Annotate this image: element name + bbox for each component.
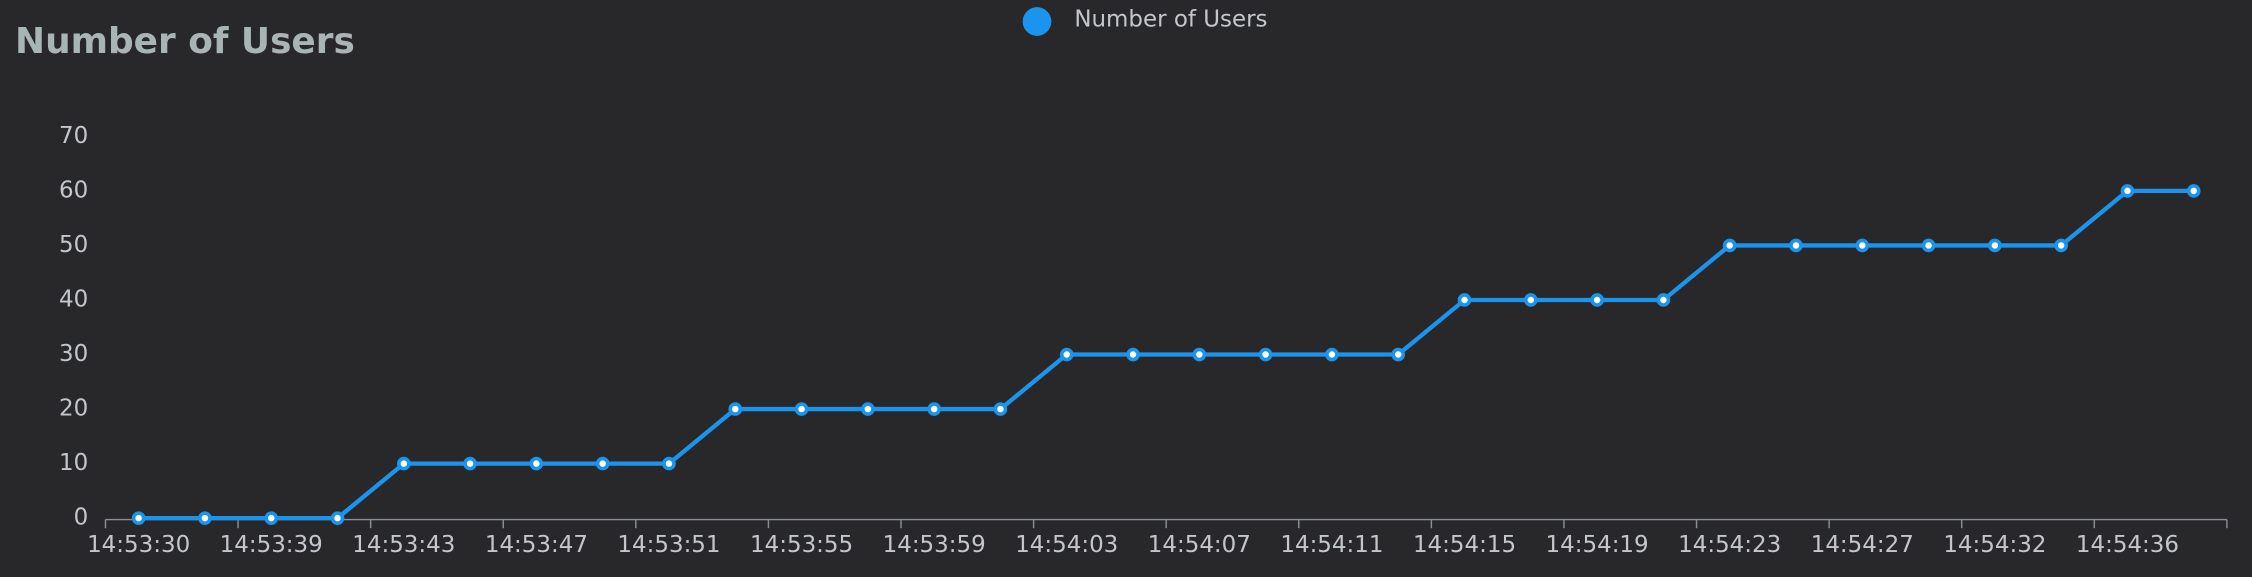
data-point — [529, 456, 544, 471]
data-point — [1126, 347, 1140, 362]
data-point — [861, 402, 875, 416]
data-point — [2054, 238, 2068, 253]
y-tick-label: 10 — [59, 450, 88, 476]
data-point — [1921, 238, 1936, 253]
data-point — [330, 511, 345, 525]
y-tick-label: 70 — [59, 123, 88, 149]
x-tick-label: 14:53:47 — [485, 532, 588, 558]
x-tick-label: 14:54:19 — [1546, 532, 1649, 558]
data-point — [1988, 238, 2002, 253]
data-point — [1325, 347, 1339, 362]
x-tick-label: 14:54:32 — [1943, 532, 2046, 558]
data-point — [662, 456, 676, 471]
x-tick-label: 14:53:30 — [87, 532, 190, 558]
data-point — [1192, 347, 1207, 362]
y-tick-label: 20 — [59, 396, 88, 422]
data-point — [595, 456, 610, 471]
x-tick-label: 14:54:03 — [1015, 532, 1118, 558]
x-tick-label: 14:54:11 — [1280, 532, 1383, 558]
data-point — [1457, 293, 1472, 307]
data-point — [1789, 238, 1803, 253]
data-point — [396, 456, 411, 471]
x-tick-label: 14:54:23 — [1678, 532, 1781, 558]
x-tick-label: 14:54:15 — [1413, 532, 1516, 558]
data-point — [1391, 347, 1406, 362]
data-point — [2186, 184, 2201, 198]
data-point — [1722, 238, 1737, 253]
data-point — [1523, 293, 1538, 307]
chart-title: Number of Users — [15, 21, 355, 62]
x-tick-label: 14:53:55 — [750, 532, 853, 558]
y-tick-label: 50 — [59, 232, 88, 258]
data-point — [993, 402, 1008, 416]
data-point — [463, 456, 477, 471]
x-tick-label: 14:53:39 — [220, 532, 323, 558]
y-tick-label: 60 — [59, 177, 88, 203]
x-tick-label: 14:54:07 — [1148, 532, 1251, 558]
x-tick-label: 14:53:59 — [883, 532, 986, 558]
data-point — [1590, 293, 1604, 307]
data-point — [264, 511, 279, 525]
legend-marker — [1022, 7, 1052, 36]
data-point — [1258, 347, 1273, 362]
data-point — [1059, 347, 1074, 362]
data-point — [927, 402, 941, 416]
legend-label: Number of Users — [1074, 7, 1267, 33]
y-tick-label: 30 — [59, 341, 88, 367]
y-tick-label: 0 — [74, 505, 89, 531]
data-point — [131, 511, 146, 525]
data-point — [728, 402, 743, 416]
y-tick-label: 40 — [59, 286, 88, 312]
series-line — [138, 188, 2194, 521]
data-point — [1855, 238, 1870, 253]
x-tick-label: 14:54:27 — [1811, 532, 1914, 558]
data-point — [2120, 184, 2135, 198]
x-tick-label: 14:53:43 — [352, 532, 455, 558]
x-tick-label: 14:54:36 — [2076, 532, 2179, 558]
data-point — [1656, 293, 1671, 307]
data-point — [198, 511, 212, 525]
data-point — [794, 402, 809, 416]
x-tick-label: 14:53:51 — [617, 532, 720, 558]
